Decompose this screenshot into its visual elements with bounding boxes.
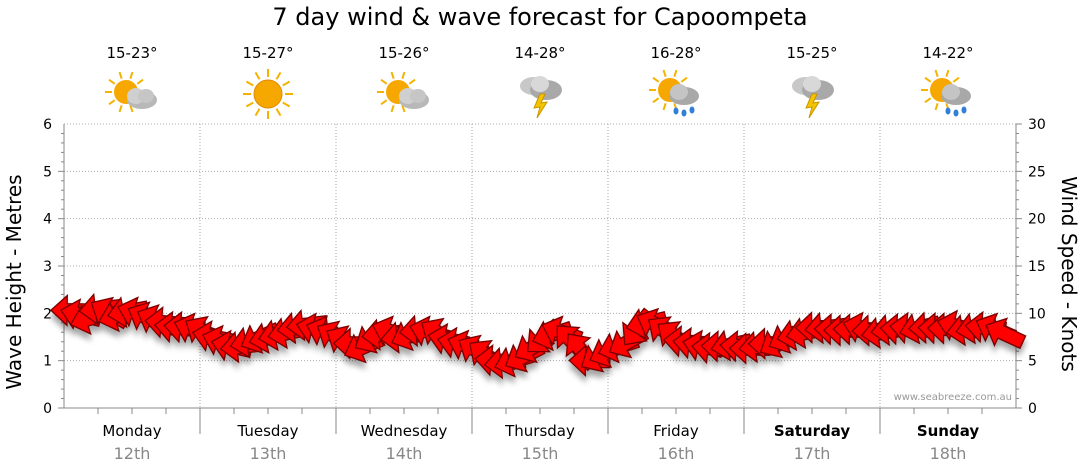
left-tick-label: 6	[43, 117, 52, 133]
date-label: 13th	[250, 444, 287, 463]
left-axis-title: Wave Height - Metres	[2, 174, 26, 389]
temp-range: 14-22°	[922, 44, 974, 62]
partly-cloudy-icon	[102, 66, 162, 122]
temp-range: 15-26°	[378, 44, 430, 62]
left-tick-label: 2	[43, 306, 52, 322]
day-label: Sunday	[917, 422, 980, 440]
day-label: Tuesday	[236, 422, 298, 440]
day-label: Saturday	[774, 422, 851, 440]
right-tick-label: 0	[1028, 401, 1037, 417]
right-tick-label: 5	[1028, 354, 1037, 370]
temp-range: 15-25°	[786, 44, 838, 62]
temp-range: 14-28°	[514, 44, 566, 62]
temp-range: 16-28°	[650, 44, 702, 62]
date-label: 17th	[794, 444, 831, 463]
right-tick-label: 10	[1028, 306, 1046, 322]
left-tick-label: 3	[43, 259, 52, 275]
left-tick-label: 4	[43, 212, 52, 228]
left-tick-label: 5	[43, 164, 52, 180]
right-tick-label: 20	[1028, 212, 1046, 228]
right-tick-label: 15	[1028, 259, 1046, 275]
axes	[58, 123, 1022, 434]
day-label: Monday	[102, 422, 161, 440]
right-axis-title: Wind Speed - Knots	[1057, 176, 1080, 372]
grid-lines	[64, 123, 1016, 408]
storm-icon	[782, 66, 842, 122]
left-tick-label: 0	[43, 401, 52, 417]
day-label: Thursday	[504, 422, 575, 440]
date-label: 14th	[386, 444, 423, 463]
day-label: Wednesday	[361, 422, 448, 440]
credit-text: www.seabreeze.com.au	[894, 392, 1012, 403]
storm-icon	[510, 66, 570, 122]
right-tick-label: 30	[1028, 117, 1046, 133]
wind-arrows	[49, 292, 1027, 380]
date-label: 18th	[930, 444, 967, 463]
day-label: Friday	[653, 422, 699, 440]
chart-title: 7 day wind & wave forecast for Capoompet…	[272, 3, 808, 31]
shower-icon	[918, 66, 978, 122]
partly-cloudy-icon	[374, 66, 434, 122]
temp-range: 15-27°	[242, 44, 294, 62]
sunny-icon	[238, 66, 298, 122]
temp-range: 15-23°	[106, 44, 158, 62]
date-label: 12th	[114, 444, 151, 463]
date-label: 15th	[522, 444, 559, 463]
shower-icon	[646, 66, 706, 122]
date-label: 16th	[658, 444, 695, 463]
left-tick-label: 1	[43, 354, 52, 370]
wind-arrow	[985, 317, 1027, 350]
right-tick-label: 25	[1028, 164, 1046, 180]
axis-labels: 0 1 2 3 4 5 6 0 5 10 15 20 25 30 Wave Height - Metres W…	[2, 117, 1080, 463]
